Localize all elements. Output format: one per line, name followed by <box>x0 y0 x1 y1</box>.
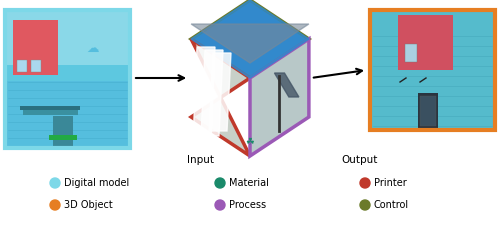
Bar <box>372 12 493 128</box>
Bar <box>23 107 78 115</box>
Bar <box>398 15 453 70</box>
Polygon shape <box>191 0 309 78</box>
Circle shape <box>215 200 225 210</box>
Text: ☁: ☁ <box>87 42 99 54</box>
Bar <box>13 25 41 50</box>
Bar <box>370 10 495 130</box>
Text: Output: Output <box>342 155 378 165</box>
Circle shape <box>360 178 370 188</box>
Circle shape <box>50 178 60 188</box>
Text: Input: Input <box>186 155 214 165</box>
Text: 3D Object: 3D Object <box>64 200 113 210</box>
Polygon shape <box>274 73 299 97</box>
Polygon shape <box>209 53 231 131</box>
Bar <box>420 20 452 45</box>
Bar <box>405 44 417 62</box>
Circle shape <box>360 200 370 210</box>
Polygon shape <box>193 47 215 141</box>
Bar <box>5 10 130 148</box>
Polygon shape <box>201 50 223 136</box>
Text: Material: Material <box>229 178 269 188</box>
Polygon shape <box>191 39 250 156</box>
Text: Digital model: Digital model <box>64 178 129 188</box>
Bar <box>418 93 438 128</box>
Bar <box>420 96 436 126</box>
Bar <box>7 81 128 146</box>
Text: Printer: Printer <box>374 178 407 188</box>
Bar <box>20 106 80 110</box>
Bar <box>17 60 27 72</box>
Text: Process: Process <box>229 200 266 210</box>
Text: ☘: ☘ <box>246 137 254 147</box>
Bar <box>7 12 128 65</box>
Bar <box>31 60 41 72</box>
Bar <box>13 20 58 75</box>
Bar <box>49 135 77 140</box>
Polygon shape <box>250 39 309 156</box>
Polygon shape <box>191 0 309 78</box>
Text: Control: Control <box>374 200 409 210</box>
Polygon shape <box>191 24 309 63</box>
Bar <box>7 12 128 146</box>
Circle shape <box>50 200 60 210</box>
Circle shape <box>215 178 225 188</box>
Bar <box>53 116 73 146</box>
